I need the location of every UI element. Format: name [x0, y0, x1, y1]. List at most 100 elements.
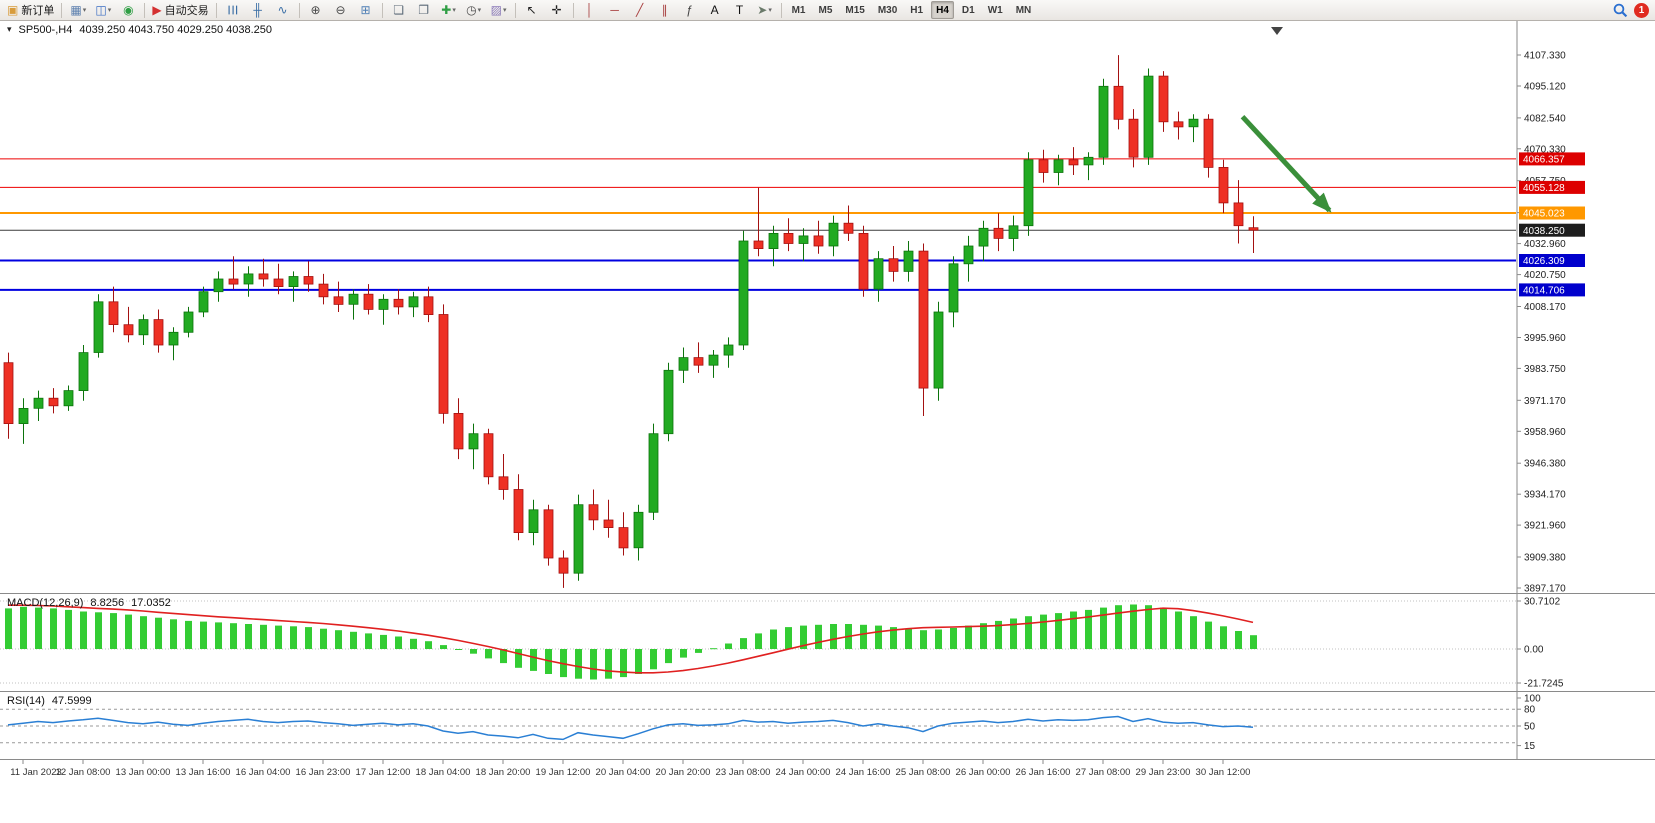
channel-icon: ∥: [661, 3, 668, 17]
fibonacci-icon: ƒ: [686, 3, 693, 17]
svg-text:3971.170: 3971.170: [1524, 396, 1566, 407]
arrange-windows-icon: ❐: [418, 3, 429, 17]
period-icon: ◷: [466, 3, 477, 17]
trend-arrow-annotation: [1240, 114, 1332, 213]
svg-text:3921.960: 3921.960: [1524, 521, 1566, 532]
new-order-button-label: 新订单: [21, 5, 55, 17]
svg-text:27 Jan 08:00: 27 Jan 08:00: [1076, 767, 1131, 778]
period-button[interactable]: ◷ ▾: [462, 0, 486, 20]
toolbar-separator: [215, 2, 217, 18]
svg-text:80: 80: [1524, 705, 1536, 716]
main-chart[interactable]: 4107.3304095.1204082.5404070.3304057.750…: [0, 21, 1655, 593]
svg-text:19 Jan 12:00: 19 Jan 12:00: [536, 767, 591, 778]
arrows-button[interactable]: ➤ ▾: [753, 0, 777, 20]
svg-text:4014.706: 4014.706: [1523, 286, 1565, 297]
macd-panel: 30.7102 0.00 -21.7245 MACD(12,26,9) 8.8256…: [0, 593, 1655, 691]
svg-text:3983.750: 3983.750: [1524, 364, 1566, 375]
svg-text:18 Jan 04:00: 18 Jan 04:00: [416, 767, 471, 778]
svg-text:24 Jan 00:00: 24 Jan 00:00: [776, 767, 831, 778]
chart-window: 4107.3304095.1204082.5404070.3304057.750…: [0, 21, 1655, 823]
notification-badge[interactable]: 1: [1634, 2, 1649, 18]
svg-text:30.7102: 30.7102: [1524, 597, 1561, 608]
crosshair-button[interactable]: ✛: [545, 0, 569, 20]
svg-text:3958.960: 3958.960: [1524, 427, 1566, 438]
cascade-windows-button[interactable]: ❏: [387, 0, 411, 20]
profiles-button[interactable]: ◫ ▾: [91, 0, 115, 20]
trendline-icon: ╱: [635, 3, 644, 17]
timeframe-m30-button[interactable]: M30: [877, 4, 898, 16]
crosshair-icon: ✛: [551, 3, 562, 17]
toolbar: ▣ 新订单 ▦ ▾ ◫ ▾ ◉ ▶ 自动交易 ☰ ╫ ∿ ⊕ ⊖ ⊞ ❏ ❐ ✚ ▾ ◷ ▾ ▨ ▾ ↖ ✛ │ ─ ╱ ∥ ƒ A T ➤ ▾ M…: [0, 0, 1655, 21]
arrange-windows-button[interactable]: ❐: [412, 0, 436, 20]
new-order-button[interactable]: ▣ 新订单: [4, 0, 57, 20]
svg-text:0.00: 0.00: [1524, 645, 1544, 656]
caret-down-icon: ▾: [452, 7, 456, 14]
bar-chart-button[interactable]: ☰: [221, 0, 245, 20]
svg-text:50: 50: [1524, 722, 1536, 733]
toolbar-separator: [144, 2, 146, 18]
new-order-icon: ▣: [7, 3, 19, 17]
timeframe-w1-button[interactable]: W1: [987, 4, 1003, 16]
timeframe-m1-button[interactable]: M1: [791, 4, 806, 16]
label-icon: T: [735, 3, 744, 17]
svg-text:100: 100: [1524, 694, 1541, 705]
candlestick-button[interactable]: ╫: [246, 0, 270, 20]
arrows-icon: ➤: [757, 3, 768, 17]
toolbar-buttons: ▣ 新订单 ▦ ▾ ◫ ▾ ◉ ▶ 自动交易 ☰ ╫ ∿ ⊕ ⊖ ⊞ ❏ ❐ ✚ ▾ ◷ ▾ ▨ ▾ ↖ ✛ │ ─ ╱ ∥ ƒ A T ➤ ▾ M…: [4, 0, 1037, 20]
svg-text:4045.023: 4045.023: [1523, 209, 1565, 220]
toolbar-separator: [61, 2, 63, 18]
template-button[interactable]: ▨ ▾: [487, 0, 511, 20]
timeframe-m5-button[interactable]: M5: [818, 4, 833, 16]
svg-text:30 Jan 12:00: 30 Jan 12:00: [1196, 767, 1251, 778]
time-axis-panel: 11 Jan 2023 12 Jan 08:00 13 Jan 00:00 13 Ja…: [0, 759, 1655, 782]
text-button[interactable]: A: [703, 0, 727, 20]
auto-trading-icon: ▶: [152, 3, 162, 17]
toolbar-separator: [514, 2, 516, 18]
indicators-button[interactable]: ✚ ▾: [437, 0, 461, 20]
channel-button[interactable]: ∥: [653, 0, 677, 20]
caret-down-icon: ▾: [502, 7, 507, 14]
chart-expander-icon[interactable]: ▾: [7, 24, 12, 34]
svg-text:4026.309: 4026.309: [1523, 256, 1565, 267]
new-chart-icon: ▦: [70, 3, 82, 17]
horizontal-line-button[interactable]: ─: [603, 0, 627, 20]
zoom-in-button[interactable]: ⊕: [304, 0, 328, 20]
candlestick-icon: ╫: [253, 3, 262, 17]
macd-chart[interactable]: 30.7102 0.00 -21.7245: [0, 594, 1655, 691]
svg-text:4082.540: 4082.540: [1524, 113, 1566, 124]
bar-chart-icon: ☰: [225, 4, 240, 16]
svg-text:24 Jan 16:00: 24 Jan 16:00: [836, 767, 891, 778]
vertical-line-button[interactable]: │: [578, 0, 602, 20]
timeframe-h1-button[interactable]: H1: [910, 4, 924, 16]
svg-text:20 Jan 04:00: 20 Jan 04:00: [596, 767, 651, 778]
timeframe-h4-button[interactable]: H4: [931, 1, 954, 19]
svg-text:18 Jan 20:00: 18 Jan 20:00: [476, 767, 531, 778]
timeframe-m15-button[interactable]: M15: [845, 4, 865, 16]
market-watch-button[interactable]: ◉: [116, 0, 140, 20]
trendline-button[interactable]: ╱: [628, 0, 652, 20]
cursor-button[interactable]: ↖: [520, 0, 544, 20]
cascade-windows-icon: ❏: [393, 3, 404, 17]
svg-text:4066.357: 4066.357: [1523, 155, 1565, 166]
indicators-icon: ✚: [441, 3, 452, 17]
toolbar-separator: [381, 2, 383, 18]
fibonacci-button[interactable]: ƒ: [678, 0, 702, 20]
svg-text:3897.170: 3897.170: [1524, 584, 1566, 594]
svg-text:4095.120: 4095.120: [1524, 82, 1566, 93]
market-watch-icon: ◉: [123, 3, 134, 17]
svg-text:16 Jan 04:00: 16 Jan 04:00: [236, 767, 291, 778]
zoom-out-button[interactable]: ⊖: [329, 0, 353, 20]
line-chart-button[interactable]: ∿: [271, 0, 295, 20]
timeframe-d1-button[interactable]: D1: [961, 4, 975, 16]
search-icon[interactable]: [1613, 3, 1628, 18]
caret-down-icon: ▾: [768, 7, 772, 14]
tile-windows-button[interactable]: ⊞: [354, 0, 378, 20]
new-chart-button[interactable]: ▦ ▾: [66, 0, 90, 20]
label-button[interactable]: T: [728, 0, 752, 20]
svg-text:3995.960: 3995.960: [1524, 333, 1566, 344]
svg-text:11 Jan 2023: 11 Jan 2023: [10, 767, 62, 778]
auto-trading-button[interactable]: ▶ 自动交易: [149, 0, 211, 20]
svg-text:3934.170: 3934.170: [1524, 490, 1566, 501]
timeframe-mn-button[interactable]: MN: [1015, 4, 1032, 16]
